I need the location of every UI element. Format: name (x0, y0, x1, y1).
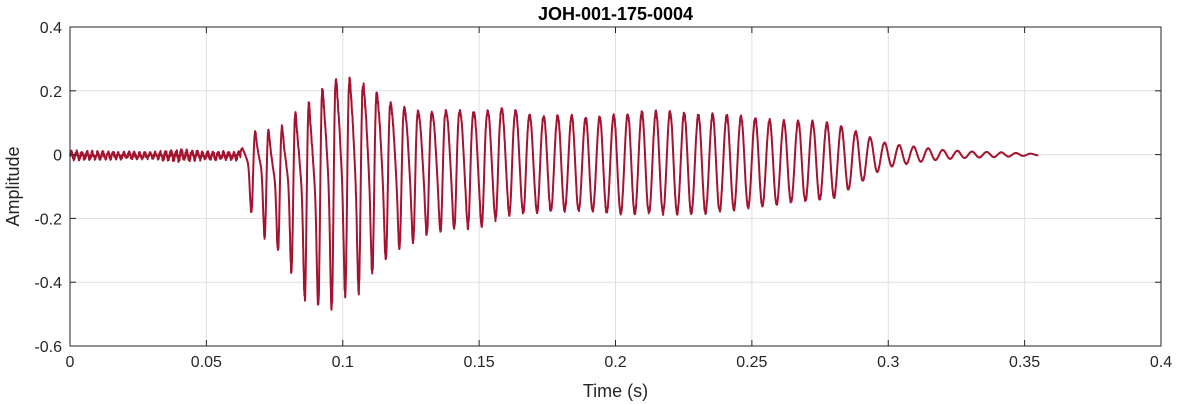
x-tick-label: 0.25 (736, 354, 767, 371)
x-tick-label: 0.2 (604, 354, 626, 371)
y-tick-label: 0 (53, 148, 62, 165)
amplitude-waveform (69, 76, 1040, 311)
x-tick-label: 0 (66, 354, 75, 371)
y-axis-label: Amplitude (3, 146, 23, 226)
y-axis: -0.6 -0.4 -0.2 0 0.2 0.4 (34, 20, 1161, 356)
x-tick-label: 0.15 (464, 354, 495, 371)
x-tick-label: 0.3 (877, 354, 899, 371)
y-tick-label: -0.2 (34, 211, 62, 228)
y-tick-label: -0.6 (34, 339, 62, 356)
y-tick-label: 0.4 (40, 20, 62, 37)
signal-series (69, 76, 1040, 311)
x-tick-label: 0.05 (191, 354, 222, 371)
x-tick-label: 0.35 (1009, 354, 1040, 371)
x-tick-label: 0.1 (332, 354, 354, 371)
chart-title: JOH-001-175-0004 (538, 4, 693, 24)
y-tick-label: 0.2 (40, 84, 62, 101)
x-axis: 0 0.05 0.1 0.15 0.2 0.25 0.3 0.35 0.4 (66, 27, 1172, 371)
x-tick-label: 0.4 (1150, 354, 1172, 371)
x-axis-label: Time (s) (583, 381, 648, 401)
y-tick-label: -0.4 (34, 275, 62, 292)
